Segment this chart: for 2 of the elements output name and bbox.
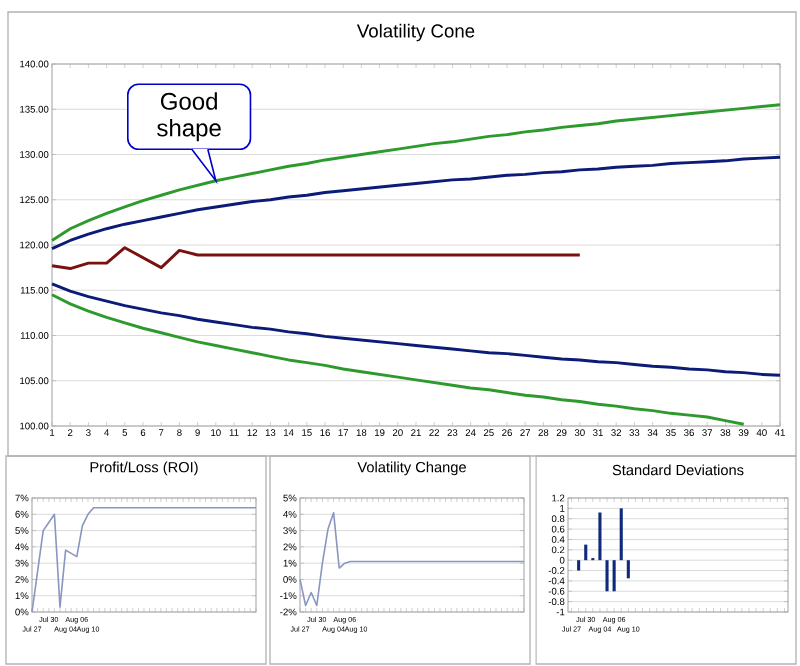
annotation: Good shape — [157, 92, 221, 142]
chart-title: Volatility Cone — [356, 23, 475, 42]
